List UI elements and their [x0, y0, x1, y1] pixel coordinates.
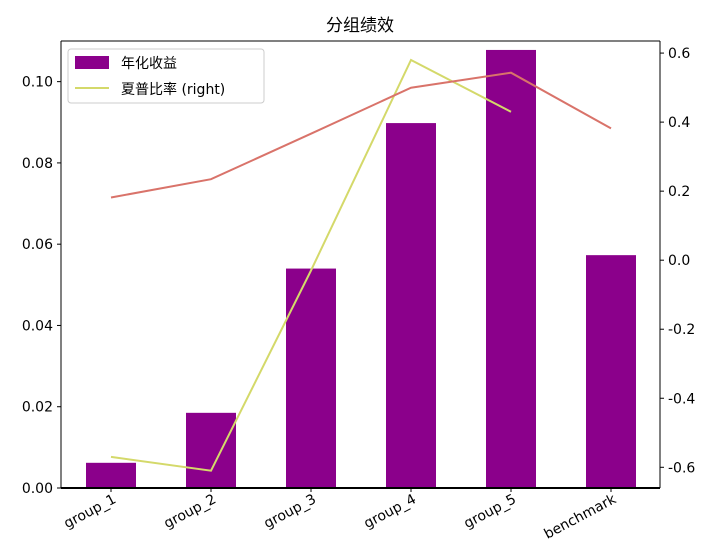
legend-bar-swatch — [75, 56, 109, 69]
right-tick-label: 0.0 — [668, 253, 690, 269]
left-tick-label: 0.10 — [22, 75, 53, 91]
x-tick-label-benchmark: benchmark — [542, 491, 620, 543]
bars-layer — [86, 49, 636, 489]
legend-frame — [67, 48, 265, 104]
bar-group_3 — [286, 268, 336, 488]
chart-title: 分组绩效 — [326, 16, 394, 36]
sharpe-ratio-line — [110, 58, 512, 472]
left-tick-label: 0.08 — [22, 156, 53, 172]
right-tick-label: 0.4 — [668, 115, 690, 131]
bar-benchmark — [586, 255, 636, 488]
left-tick-label: 0.04 — [22, 318, 53, 334]
x-tick-label-group_1: group_1 — [61, 491, 118, 532]
x-tick-label-group_2: group_2 — [161, 491, 218, 532]
bar-group_2 — [186, 412, 236, 488]
lines-layer — [110, 58, 612, 472]
bar-group_1 — [86, 462, 136, 488]
right-tick-label: 0.6 — [668, 46, 690, 62]
right-tick-label: 0.2 — [668, 184, 690, 200]
x-tick-label-group_4: group_4 — [361, 491, 419, 532]
right-tick-label: -0.2 — [668, 322, 695, 338]
legend-line-label: 夏普比率 (right) — [121, 81, 225, 98]
secondary-line — [110, 71, 612, 199]
bar-group_4 — [386, 123, 436, 489]
legend: 年化收益 夏普比率 (right) — [67, 48, 265, 104]
bar-group_5 — [486, 49, 536, 488]
legend-bar-label: 年化收益 — [121, 56, 177, 72]
left-tick-label: 0.02 — [22, 400, 53, 416]
x-tick-label-group_3: group_3 — [261, 491, 318, 532]
left-tick-label: 0.06 — [22, 237, 53, 253]
left-tick-label: 0.00 — [22, 481, 53, 497]
right-tick-label: -0.6 — [668, 460, 695, 476]
x-tick-label-group_5: group_5 — [461, 491, 518, 532]
right-tick-label: -0.4 — [668, 391, 695, 407]
